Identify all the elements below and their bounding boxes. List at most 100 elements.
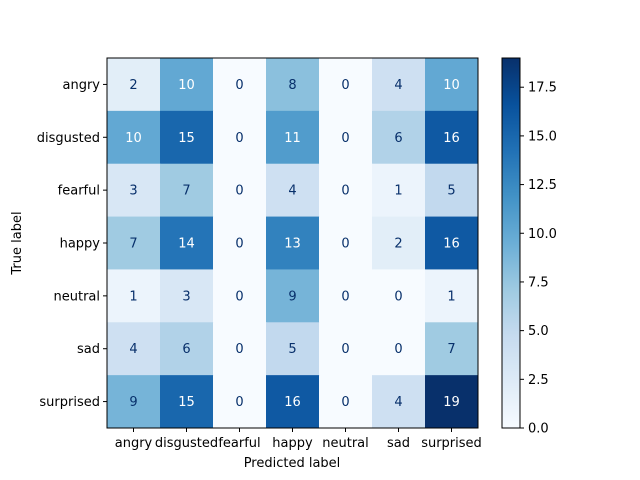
heatmap-cell bbox=[160, 322, 214, 376]
heatmap-cell bbox=[107, 58, 161, 112]
cell-value-label: 3 bbox=[182, 289, 190, 304]
heatmap-cell bbox=[266, 269, 320, 323]
cell-value-label: 3 bbox=[129, 184, 137, 199]
heatmap-cell bbox=[425, 58, 479, 112]
cell-value-label: 0 bbox=[235, 395, 243, 410]
x-tick-label: surprised bbox=[421, 436, 482, 451]
heatmap-cell bbox=[107, 269, 161, 323]
heatmap-cell bbox=[319, 322, 373, 376]
cell-value-label: 2 bbox=[394, 237, 402, 252]
cell-value-label: 0 bbox=[235, 342, 243, 357]
heatmap-cell bbox=[266, 216, 320, 270]
heatmap-cell bbox=[266, 58, 320, 112]
x-axis-label: Predicted label bbox=[244, 456, 341, 471]
heatmap-cell bbox=[213, 269, 267, 323]
heatmap-cell bbox=[319, 58, 373, 112]
cell-value-label: 19 bbox=[443, 395, 460, 410]
cell-value-label: 0 bbox=[341, 78, 349, 93]
y-tick-label: sad bbox=[77, 342, 100, 357]
heatmap-cell bbox=[266, 163, 320, 218]
colorbar-tick-label: 7.5 bbox=[528, 275, 549, 290]
heatmap-cell bbox=[266, 375, 320, 429]
cell-value-label: 4 bbox=[288, 184, 296, 199]
cell-value-label: 15 bbox=[178, 395, 195, 410]
cell-value-label: 0 bbox=[235, 289, 243, 304]
heatmap-cell bbox=[107, 163, 161, 218]
heatmap-cell bbox=[372, 375, 426, 429]
y-tick-label: fearful bbox=[58, 184, 100, 199]
heatmap-cell bbox=[107, 216, 161, 270]
x-tick-label: sad bbox=[387, 436, 410, 451]
heatmap-cell bbox=[372, 110, 426, 165]
cell-value-label: 0 bbox=[341, 342, 349, 357]
cell-value-label: 7 bbox=[447, 342, 455, 357]
colorbar-tick-label: 17.5 bbox=[528, 81, 557, 96]
cell-value-label: 11 bbox=[284, 131, 301, 146]
heatmap-cell bbox=[266, 110, 320, 165]
cell-value-label: 1 bbox=[447, 289, 455, 304]
y-tick-label: neutral bbox=[54, 289, 101, 304]
cell-value-label: 0 bbox=[235, 131, 243, 146]
heatmap-cell bbox=[372, 269, 426, 323]
y-tick-label: disgusted bbox=[37, 131, 100, 146]
heatmap-cell bbox=[372, 163, 426, 218]
heatmap-cell bbox=[107, 110, 161, 165]
cell-value-label: 16 bbox=[284, 395, 301, 410]
heatmap-cells bbox=[107, 58, 479, 429]
heatmap-cell bbox=[319, 163, 373, 218]
y-tick-label: surprised bbox=[39, 395, 100, 410]
heatmap-cell bbox=[425, 216, 479, 270]
cell-value-label: 14 bbox=[178, 237, 195, 252]
x-tick-label: neutral bbox=[322, 436, 369, 451]
heatmap-cell bbox=[160, 110, 214, 165]
colorbar-tick-label: 12.5 bbox=[528, 178, 557, 193]
y-tick-label: happy bbox=[60, 237, 101, 252]
colorbar-tick-label: 5.0 bbox=[528, 324, 549, 339]
heatmap-cell bbox=[319, 375, 373, 429]
y-axis-ticks: angry disgusted fearful happy neutral sad surp… bbox=[37, 78, 107, 410]
cell-value-label: 5 bbox=[288, 342, 296, 357]
heatmap-cell bbox=[372, 58, 426, 112]
heatmap-cell bbox=[425, 322, 479, 376]
heatmap-cell bbox=[372, 322, 426, 376]
cell-value-label: 6 bbox=[182, 342, 190, 357]
cell-value-label: 9 bbox=[288, 289, 296, 304]
heatmap-cell bbox=[319, 269, 373, 323]
cell-value-label: 0 bbox=[235, 78, 243, 93]
y-axis-label: True label bbox=[10, 211, 25, 275]
heatmap-cell bbox=[213, 58, 267, 112]
x-tick-label: fearful bbox=[218, 436, 260, 451]
x-tick-label: disgusted bbox=[155, 436, 218, 451]
cell-value-label: 16 bbox=[443, 237, 460, 252]
cell-value-label: 10 bbox=[443, 78, 460, 93]
colorbar-ticks: 0.0 2.5 5.0 7.5 10.0 12.5 15.0 17.5 bbox=[520, 81, 557, 437]
heatmap-cell bbox=[213, 216, 267, 270]
cell-value-label: 13 bbox=[284, 237, 301, 252]
heatmap-cell bbox=[160, 375, 214, 429]
x-tick-label: happy bbox=[272, 436, 313, 451]
heatmap-cell bbox=[107, 322, 161, 376]
cell-value-label: 15 bbox=[178, 131, 195, 146]
heatmap-cell bbox=[425, 163, 479, 218]
colorbar bbox=[501, 57, 521, 429]
cell-value-label: 4 bbox=[394, 395, 402, 410]
heatmap-cell bbox=[213, 322, 267, 376]
cell-value-label: 5 bbox=[447, 184, 455, 199]
cell-value-label: 10 bbox=[125, 131, 142, 146]
heatmap-cell bbox=[160, 163, 214, 218]
cell-value-label: 0 bbox=[341, 289, 349, 304]
heatmap-cell bbox=[425, 269, 479, 323]
cell-value-label: 0 bbox=[394, 342, 402, 357]
heatmap-cell bbox=[372, 216, 426, 270]
cell-value-label: 7 bbox=[182, 184, 190, 199]
heatmap-cell bbox=[107, 375, 161, 429]
cell-value-label: 10 bbox=[178, 78, 195, 93]
heatmap-cell bbox=[160, 269, 214, 323]
x-tick-label: angry bbox=[115, 436, 153, 451]
colorbar-tick-label: 0.0 bbox=[528, 422, 549, 437]
cell-value-label: 0 bbox=[235, 184, 243, 199]
cell-value-label: 0 bbox=[341, 131, 349, 146]
cell-value-label: 0 bbox=[341, 237, 349, 252]
